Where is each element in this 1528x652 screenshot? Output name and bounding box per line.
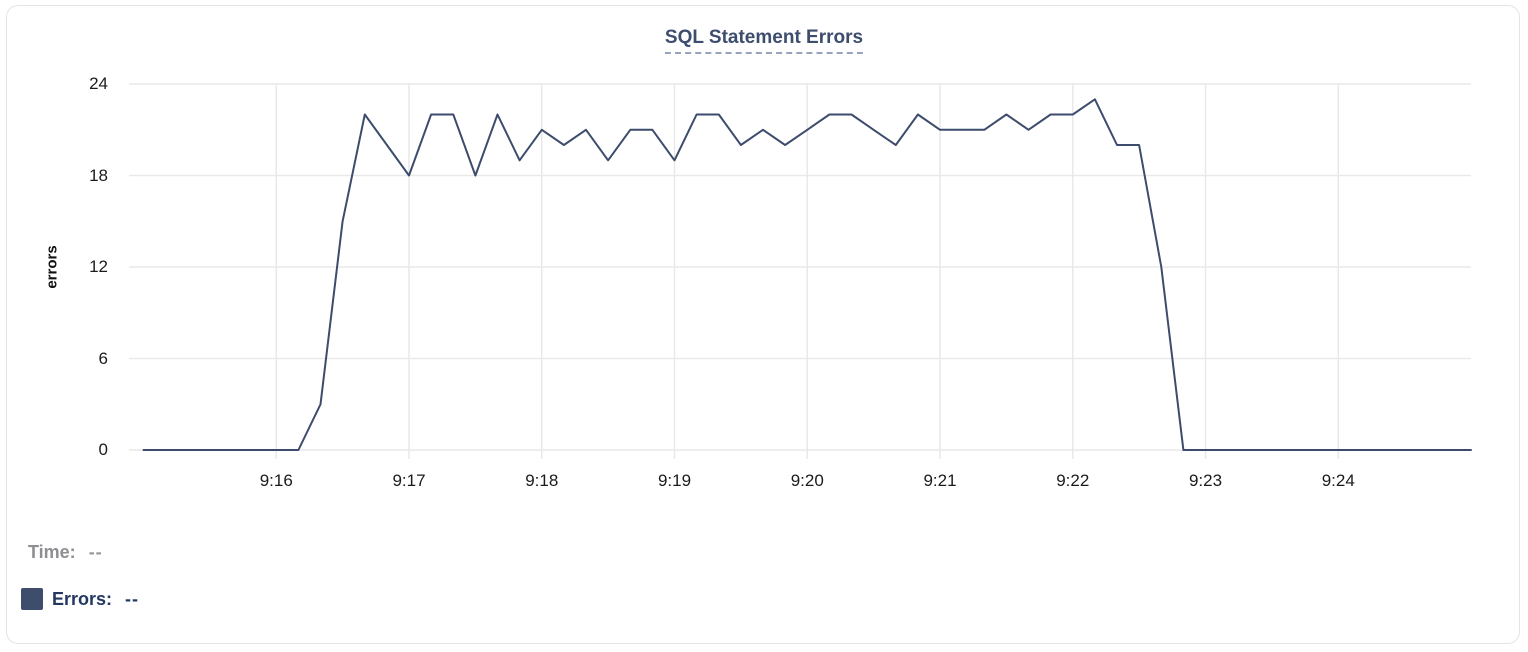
x-tick-label: 9:23: [1188, 471, 1223, 490]
x-tick-label: 9:18: [525, 471, 559, 490]
x-tick-label: 9:19: [657, 471, 692, 490]
x-tick-label: 9:17: [392, 471, 426, 490]
errors-label: Errors:: [52, 588, 113, 609]
errors-value: --: [125, 588, 140, 609]
x-tick-label: 9:22: [1056, 471, 1090, 490]
tooltip-errors-row: Errors: --: [21, 588, 139, 610]
x-tick-label: 9:16: [259, 471, 293, 490]
chart-card: [6, 5, 1520, 644]
y-tick-label: 24: [89, 74, 108, 93]
plot-hover-area[interactable]: [129, 84, 1471, 450]
x-tick-label: 9:20: [790, 471, 824, 490]
x-tick-label: 9:21: [923, 471, 957, 490]
y-tick-label: 12: [89, 257, 108, 276]
time-value: --: [88, 542, 103, 562]
tooltip-time-row: Time: --: [28, 542, 103, 563]
x-tick-label: 9:24: [1321, 471, 1355, 490]
errors-series-swatch: [21, 588, 43, 610]
y-tick-label: 0: [98, 440, 108, 459]
chart-title[interactable]: SQL Statement Errors: [664, 27, 864, 54]
time-label: Time:: [28, 542, 76, 562]
errors-line-chart: [129, 83, 1472, 459]
gridlines: [129, 83, 1471, 459]
y-axis-title: errors: [43, 245, 61, 289]
y-tick-label: 18: [89, 165, 108, 185]
errors-series-line: [142, 98, 1472, 451]
y-tick-label: 6: [98, 348, 108, 368]
